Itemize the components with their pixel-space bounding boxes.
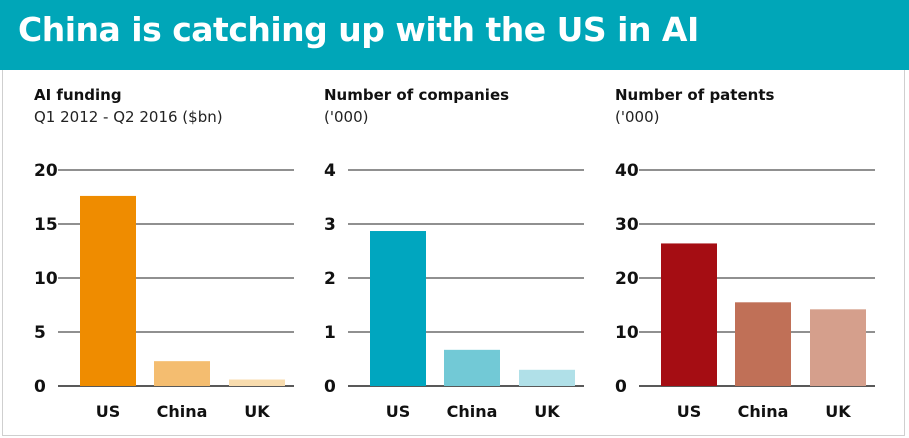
panel-number-of-companies: Number of companies ('000) 0 1 2 3 4 US China U… [324, 70, 614, 438]
category-label: China [447, 402, 498, 421]
panel-subtitle: ('000) [324, 108, 369, 126]
panel-number-of-patents: Number of patents ('000) 0 10 20 30 40 US Chin… [615, 70, 905, 438]
category-label: UK [534, 402, 560, 421]
y-tick-label: 20 [34, 161, 58, 181]
y-tick-label: 10 [34, 269, 58, 289]
chart-ai-funding: 0 5 10 15 20 US China UK [34, 161, 294, 421]
y-tick-label: 15 [34, 215, 58, 235]
bar-uk [810, 309, 866, 386]
bar-uk [229, 379, 285, 386]
y-tick-label: 10 [615, 323, 639, 343]
category-label: UK [244, 402, 270, 421]
category-label: US [677, 402, 702, 421]
y-tick-label: 5 [34, 323, 46, 343]
y-tick-label: 0 [34, 377, 46, 397]
category-label: China [738, 402, 789, 421]
y-tick-label: 20 [615, 269, 639, 289]
panel-subtitle: Q1 2012 - Q2 2016 ($bn) [34, 108, 223, 126]
bar-us [80, 195, 136, 386]
panel-title: Number of companies [324, 86, 510, 104]
page-title: China is catching up with the US in AI [18, 10, 699, 49]
bar-china [735, 302, 791, 386]
y-tick-label: 40 [615, 161, 639, 181]
panel-title: AI funding [34, 86, 122, 104]
y-tick-label: 30 [615, 215, 639, 235]
y-tick-label: 4 [324, 161, 336, 181]
title-banner: China is catching up with the US in AI [0, 0, 909, 70]
category-label: US [386, 402, 411, 421]
y-tick-label: 0 [324, 377, 336, 397]
panel-title: Number of patents [615, 86, 775, 104]
y-tick-label: 0 [615, 377, 627, 397]
bar-china [154, 361, 210, 386]
chart-number-of-companies: 0 1 2 3 4 US China UK [324, 161, 584, 421]
panel-ai-funding: AI funding Q1 2012 - Q2 2016 ($bn) 0 5 10 1… [34, 70, 324, 438]
chart-number-of-patents: 0 10 20 30 40 US China UK [615, 161, 875, 421]
panel-subtitle: ('000) [615, 108, 660, 126]
bar-uk [519, 369, 575, 386]
category-label: China [157, 402, 208, 421]
bar-china [444, 349, 500, 386]
category-label: US [96, 402, 121, 421]
bar-us [661, 243, 717, 386]
bar-us [370, 231, 426, 386]
category-label: UK [825, 402, 851, 421]
y-tick-label: 1 [324, 323, 336, 343]
y-tick-label: 3 [324, 215, 336, 235]
y-tick-label: 2 [324, 269, 336, 289]
